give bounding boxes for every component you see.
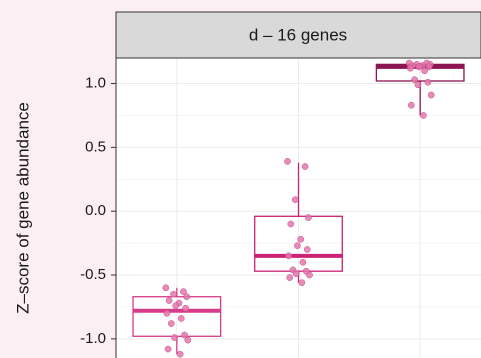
data-point (292, 270, 300, 278)
data-point (163, 309, 171, 317)
y-tick-label: -1.0 (80, 330, 106, 347)
data-point (406, 64, 414, 72)
data-points (162, 59, 435, 358)
y-tick-label: -0.5 (80, 266, 106, 283)
facet-label: d – 16 genes (249, 25, 347, 44)
y-axis-title: Z–score of gene abundance (13, 102, 32, 314)
data-point (427, 91, 435, 99)
data-point (425, 63, 433, 71)
data-point (297, 235, 305, 243)
data-point (177, 315, 185, 322)
data-point (162, 284, 170, 292)
data-point (299, 258, 307, 266)
data-point (294, 242, 301, 250)
box-iqr (254, 215, 343, 272)
data-point (424, 78, 432, 86)
y-axis-ticks: 1.0 0.5 0.0 -0.5 -1.0 (80, 75, 116, 347)
data-point (411, 76, 419, 84)
data-point (420, 112, 427, 119)
data-point (183, 293, 191, 301)
data-point (167, 320, 175, 327)
data-point (172, 302, 180, 310)
data-point (182, 304, 189, 312)
data-point (176, 350, 184, 358)
facet-strip (115, 11, 481, 59)
data-point (306, 271, 313, 279)
data-point (286, 274, 294, 281)
y-tick-label: 0.0 (85, 202, 106, 219)
y-tick-label: 1.0 (85, 75, 106, 92)
data-point (301, 163, 309, 170)
data-point (285, 252, 292, 260)
data-point (284, 158, 291, 165)
data-point (180, 288, 187, 295)
data-point (303, 246, 311, 253)
data-point (181, 331, 188, 339)
data-point (287, 220, 295, 228)
data-point (184, 336, 192, 344)
data-point (421, 67, 428, 75)
data-point (170, 290, 177, 298)
y-tick-label: 0.5 (85, 138, 106, 155)
data-point (305, 214, 312, 221)
data-point (298, 279, 306, 287)
data-point (164, 345, 172, 353)
data-point (415, 63, 423, 71)
data-point (414, 81, 422, 89)
data-point (291, 196, 299, 204)
data-point (171, 334, 178, 341)
data-point (165, 297, 173, 304)
data-point (408, 101, 415, 109)
